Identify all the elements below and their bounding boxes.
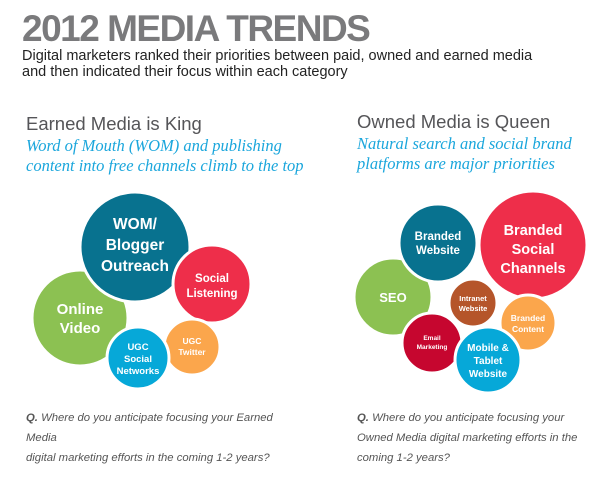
tagline-line: Natural search and social brand <box>357 134 572 153</box>
subtitle-line: Digital marketers ranked their prioritie… <box>22 48 533 64</box>
bubble-branded-content: Branded Content <box>498 293 558 353</box>
question-line: Where do you anticipate focusing your <box>372 412 565 424</box>
question-line: coming 1-2 years? <box>357 452 450 464</box>
question-prefix: Q. <box>357 412 369 424</box>
question-line: digital marketing efforts in the coming … <box>26 452 270 464</box>
owned-tagline: Natural search and social brand platform… <box>357 134 572 174</box>
page-title: 2012 MEDIA TRENDS <box>22 8 371 49</box>
tagline-line: content into free channels climb to the … <box>26 156 304 175</box>
tagline-line: platforms are major priorities <box>357 154 555 173</box>
bubble-wom-blogger-outreach: WOM/Blogger Outreach <box>78 190 192 304</box>
question-prefix: Q. <box>26 412 38 424</box>
owned-question: Q. Where do you anticipate focusing your… <box>357 408 610 468</box>
earned-tagline: Word of Mouth (WOM) and publishing conte… <box>26 136 304 176</box>
bubble-social-listening: Social Listening <box>171 243 253 325</box>
bubble-email-marketing: Email Marketing <box>400 311 464 375</box>
tagline-line: Word of Mouth (WOM) and publishing <box>26 136 282 155</box>
page-subtitle: Digital marketers ranked their prioritie… <box>22 48 602 80</box>
bubble-seo: SEO <box>352 256 434 338</box>
earned-heading: Earned Media is King <box>26 113 202 134</box>
question-line: Where do you anticipate focusing your Ea… <box>26 412 273 444</box>
subtitle-line: and then indicated their focus within ea… <box>22 64 348 80</box>
bubble-branded-website: Branded Website <box>397 202 479 284</box>
bubble-branded-social-channels: Branded Social Channels <box>477 189 589 301</box>
owned-heading: Owned Media is Queen <box>357 111 551 132</box>
earned-question: Q. Where do you anticipate focusing your… <box>26 408 286 468</box>
svg-text:SEO: SEO <box>379 290 406 305</box>
question-line: Owned Media digital marketing efforts in… <box>357 432 578 444</box>
bubble-ugc-social-networks: UGC Social Networks <box>105 325 171 391</box>
bubble-intranet-website: Intranet Website <box>447 277 499 329</box>
bubble-ugc-twitter: UGC Twitter <box>162 317 222 377</box>
bubble-mobile-tablet-website: Mobile & Tablet Website <box>453 325 523 395</box>
